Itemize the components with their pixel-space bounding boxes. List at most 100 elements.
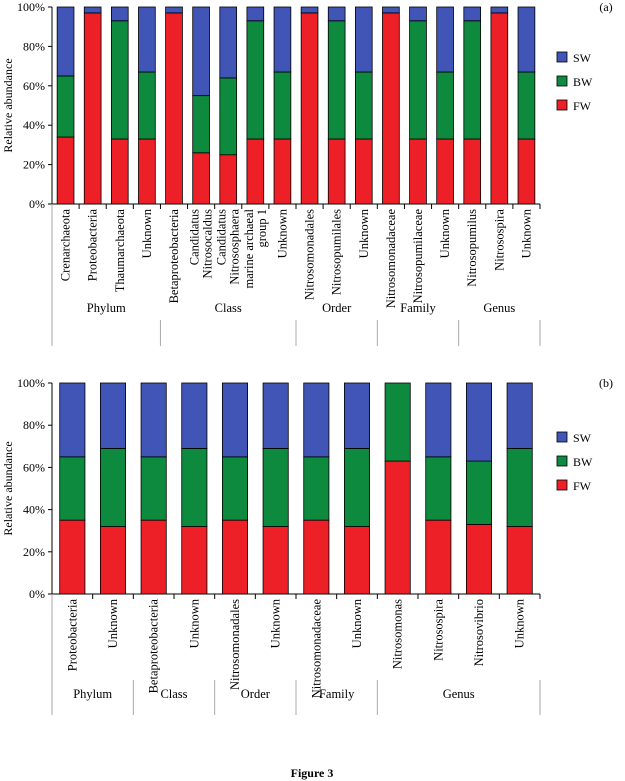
category-label: Nitrososphaera	[228, 209, 242, 285]
y-tick-label: 80%	[23, 418, 45, 432]
bar-sw	[181, 382, 208, 449]
bar-bw	[436, 71, 454, 140]
bar-bw	[181, 448, 208, 527]
bar-fw	[165, 12, 183, 205]
y-axis-label: Relative abundance	[1, 58, 15, 152]
bar-sw	[99, 382, 127, 449]
bar-fw	[343, 526, 371, 595]
legend-swatch-sw	[556, 431, 568, 443]
legend-swatch-fw	[556, 99, 568, 111]
bar-bw	[303, 456, 330, 521]
group-label: Phylum	[87, 301, 126, 315]
group-label: Genus	[443, 687, 475, 701]
bar-sw	[463, 6, 482, 22]
bar-fw	[517, 138, 536, 205]
bar-fw	[425, 519, 452, 595]
category-label: Nitrosopumilales	[330, 209, 344, 295]
group-label: Class	[215, 301, 242, 315]
category-label: Unknown	[106, 598, 120, 648]
bar-sw	[343, 382, 371, 449]
bar-fw	[110, 138, 129, 205]
bar-fw	[221, 519, 249, 595]
category-label: Betaproteobacteria	[167, 209, 181, 304]
bar-bw	[463, 20, 482, 140]
category-label: Nitrosomonas	[391, 599, 405, 669]
y-axis-label: Relative abundance	[1, 441, 15, 535]
bar-fw	[140, 519, 167, 595]
bar-sw	[490, 6, 509, 14]
bar-fw	[463, 138, 482, 205]
y-tick-label: 80%	[23, 39, 45, 53]
bar-sw	[273, 6, 292, 73]
bar-bw	[425, 456, 452, 521]
bar-sw	[354, 6, 373, 73]
category-label: Nitrosopumilaceae	[411, 209, 425, 304]
category-label: Thaumarchaeota	[113, 209, 127, 293]
bar-fw	[219, 154, 238, 205]
chart-panel-b: 0% 20% 40% 60% 80% 100% Relative abundance Prot…	[1, 376, 613, 715]
legend-swatch-sw	[556, 51, 568, 63]
bar-bw	[273, 71, 292, 140]
y-tick-label: 60%	[23, 79, 45, 93]
category-label: marine archaeal	[242, 208, 256, 288]
bar-sw	[303, 382, 330, 458]
bar-fw	[83, 12, 102, 205]
bar-sw	[246, 6, 265, 22]
panel-label: (a)	[599, 0, 612, 14]
bar-bw	[506, 448, 533, 527]
bar-bw	[343, 448, 371, 527]
category-label: Nitrosomonadales	[303, 209, 317, 300]
legend-label: SW	[573, 51, 592, 65]
bar-bw	[140, 456, 167, 521]
bar-fw	[192, 152, 210, 205]
bar-fw	[262, 526, 289, 595]
category-label: Unknown	[275, 208, 289, 258]
bar-sw	[219, 6, 238, 79]
bar-bw	[262, 448, 289, 527]
category-label: Betaproteobacteria	[147, 599, 161, 694]
bar-fw	[354, 138, 373, 205]
category-label: Crenarchaeota	[59, 209, 73, 282]
category-label: group 1	[255, 209, 269, 248]
bar-sw	[83, 6, 102, 14]
legend-label: FW	[573, 479, 592, 493]
legend-swatch-fw	[556, 479, 568, 491]
group-label: Phylum	[73, 687, 112, 701]
bar-sw	[300, 6, 319, 14]
category-label: Nitrosocaldus	[201, 209, 215, 279]
bar-bw	[110, 20, 129, 140]
group-label: Class	[160, 687, 187, 701]
y-tick-label: 0%	[29, 197, 45, 211]
category-label: Nitrosomonadales	[228, 599, 242, 690]
legend-label: BW	[573, 455, 593, 469]
group-label: Order	[322, 301, 352, 315]
figure-caption: Figure 3	[291, 766, 334, 780]
bar-bw	[384, 382, 411, 462]
bar-fw	[490, 12, 509, 205]
category-label: Proteobacteria	[65, 599, 79, 672]
bar-fw	[59, 519, 86, 595]
bar-sw	[140, 382, 167, 458]
bar-bw	[465, 460, 493, 525]
bar-bw	[409, 20, 427, 140]
bar-fw	[465, 523, 493, 595]
bar-bw	[99, 448, 127, 527]
bar-fw	[436, 138, 454, 205]
panel-label: (b)	[599, 376, 613, 390]
category-label: Unknown	[519, 208, 533, 258]
bar-sw	[436, 6, 454, 73]
legend-label: FW	[573, 99, 592, 113]
bar-fw	[99, 526, 127, 595]
bar-sw	[56, 6, 75, 77]
category-label: Unknown	[269, 598, 283, 648]
category-label: Unknown	[350, 598, 364, 648]
category-label: Nitrosomonadaceae	[384, 209, 398, 309]
bar-bw	[59, 456, 86, 521]
bar-sw	[382, 6, 400, 14]
bar-fw	[138, 138, 156, 205]
bar-sw	[409, 6, 427, 22]
legend-swatch-bw	[556, 455, 568, 467]
y-tick-label: 100%	[17, 376, 45, 390]
bar-fw	[181, 526, 208, 595]
